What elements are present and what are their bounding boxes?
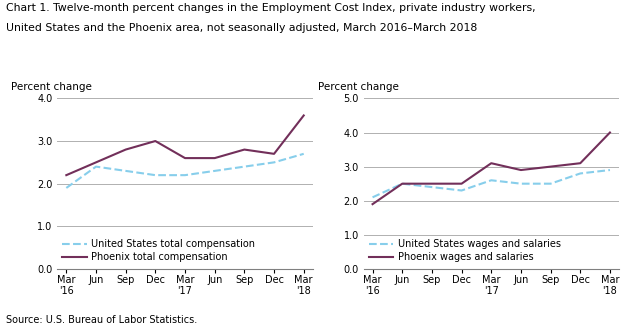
Legend: United States total compensation, Phoenix total compensation: United States total compensation, Phoeni…	[63, 239, 255, 262]
Text: Percent change: Percent change	[11, 82, 93, 92]
Text: Source: U.S. Bureau of Labor Statistics.: Source: U.S. Bureau of Labor Statistics.	[6, 315, 198, 325]
Text: Percent change: Percent change	[318, 82, 399, 92]
Text: Chart 1. Twelve-month percent changes in the Employment Cost Index, private indu: Chart 1. Twelve-month percent changes in…	[6, 3, 536, 13]
Legend: United States wages and salaries, Phoenix wages and salaries: United States wages and salaries, Phoeni…	[369, 239, 561, 262]
Text: United States and the Phoenix area, not seasonally adjusted, March 2016–March 20: United States and the Phoenix area, not …	[6, 23, 478, 33]
